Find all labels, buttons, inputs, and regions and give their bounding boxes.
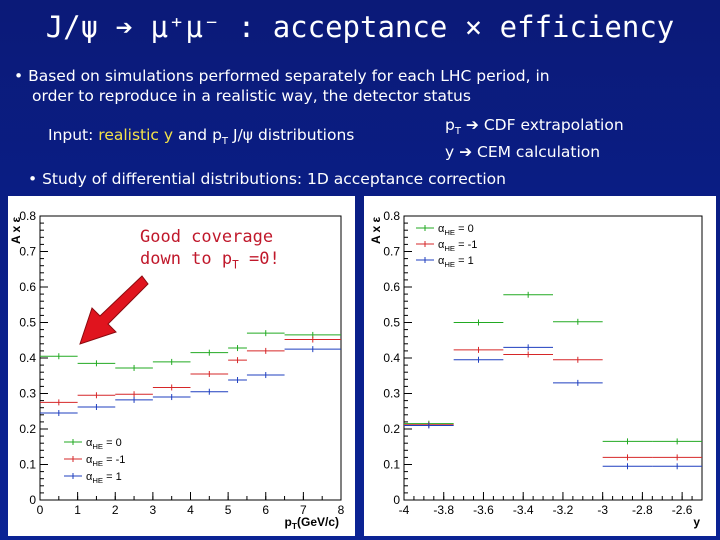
x-tick-label: -3.2 bbox=[553, 503, 574, 517]
y-tick-label: 0.7 bbox=[383, 245, 400, 259]
x-axis-label: y bbox=[693, 515, 700, 529]
x-tick-label: 8 bbox=[338, 503, 345, 517]
y-tick-label: 0.6 bbox=[383, 280, 400, 294]
x-tick-label: -2.6 bbox=[672, 503, 693, 517]
input-prefix: Input: bbox=[48, 126, 99, 144]
input-suffix: and p bbox=[173, 126, 222, 144]
y-tick-label: 0 bbox=[29, 493, 36, 507]
y-tick-label: 0.1 bbox=[19, 458, 36, 472]
note-pt: pT ➔ CDF extrapolation bbox=[445, 115, 624, 142]
legend-entry-label: αHE = -1 bbox=[438, 239, 477, 253]
y-tick-label: 0.7 bbox=[19, 245, 36, 259]
x-tick-label: 1 bbox=[74, 503, 81, 517]
x-tick-label: -3.6 bbox=[473, 503, 494, 517]
y-axis-label: A x ε bbox=[369, 216, 383, 244]
red-arrow-icon bbox=[79, 275, 149, 345]
input-highlight: realistic y bbox=[98, 126, 174, 144]
annotation-line2: down to pT =0! bbox=[140, 248, 280, 276]
x-tick-label: 6 bbox=[262, 503, 269, 517]
note-pt-sub: T bbox=[454, 126, 461, 138]
legend-entry-label: αHE = 0 bbox=[86, 437, 122, 451]
x-tick-label: 3 bbox=[150, 503, 157, 517]
x-tick-label: -3 bbox=[597, 503, 608, 517]
y-tick-label: 0.1 bbox=[383, 458, 400, 472]
bullet-simulations: • Based on simulations performed separat… bbox=[14, 66, 704, 106]
plot-pt-panel: 0 0.1 0.2 0.3 0.4 0.5 0.6 0.7 0.8 0 1 2 3 4 5 6 7 8 A x ε p… bbox=[8, 196, 355, 536]
y-tick-label: 0.8 bbox=[19, 209, 36, 223]
coverage-annotation: Good coverage down to pT =0! bbox=[140, 226, 280, 276]
y-tick-label: 0.3 bbox=[19, 387, 36, 401]
x-tick-label: 5 bbox=[225, 503, 232, 517]
annotation-line2-text: down to p bbox=[140, 249, 233, 269]
x-tick-label: -3.4 bbox=[513, 503, 534, 517]
plot-y-svg: 0 0.1 0.2 0.3 0.4 0.5 0.6 0.7 0.8 -4 -3.8 -3.6 -3.4 -… bbox=[369, 209, 703, 529]
x-tick-label: 4 bbox=[187, 503, 194, 517]
plot-y-panel: 0 0.1 0.2 0.3 0.4 0.5 0.6 0.7 0.8 -4 -3.8 -3.6 -3.4 -… bbox=[364, 196, 716, 536]
x-tick-label: 7 bbox=[300, 503, 307, 517]
x-tick-label: -3.8 bbox=[433, 503, 454, 517]
y-tick-label: 0.8 bbox=[383, 209, 400, 223]
note-pt-tail: ➔ CDF extrapolation bbox=[461, 116, 624, 134]
x-tick-label: -4 bbox=[399, 503, 410, 517]
x-axis-label: pT(GeV/c) bbox=[285, 515, 339, 531]
y-tick-label: 0.4 bbox=[19, 351, 36, 365]
bullet-differential: • Study of differential distributions: 1… bbox=[28, 170, 506, 188]
note-y: y ➔ CEM calculation bbox=[445, 143, 601, 162]
y-tick-label: 0.2 bbox=[383, 422, 400, 436]
legend-entry-label: αHE = 1 bbox=[438, 255, 474, 269]
annotation-tail: =0! bbox=[238, 249, 280, 269]
slide-title: J/ψ ➔ μ⁺μ⁻ : acceptance × efficiency bbox=[45, 10, 675, 44]
y-tick-label: 0 bbox=[393, 493, 400, 507]
x-tick-label: 0 bbox=[37, 503, 44, 517]
x-tick-label: -2.8 bbox=[632, 503, 653, 517]
plot-pt-svg: 0 0.1 0.2 0.3 0.4 0.5 0.6 0.7 0.8 0 1 2 3 4 5 6 7 8 A x ε p… bbox=[9, 209, 345, 531]
legend-entry-label: αHE = 0 bbox=[438, 223, 474, 237]
y-tick-label: 0.3 bbox=[383, 387, 400, 401]
note-pt-label: p bbox=[445, 116, 455, 134]
annotation-line1: Good coverage bbox=[140, 227, 274, 247]
y-tick-label: 0.5 bbox=[19, 316, 36, 330]
y-tick-label: 0.5 bbox=[383, 316, 400, 330]
y-tick-label: 0.2 bbox=[19, 422, 36, 436]
input-tail: J/ψ distributions bbox=[228, 126, 355, 144]
y-tick-label: 0.4 bbox=[383, 351, 400, 365]
right-notes: pT ➔ CDF extrapolation y ➔ CEM calculati… bbox=[445, 115, 624, 163]
y-tick-label: 0.6 bbox=[19, 280, 36, 294]
bullet1-line2: order to reproduce in a realistic way, t… bbox=[32, 87, 471, 105]
y-axis-label: A x ε bbox=[9, 216, 23, 244]
bullet1-line1: • Based on simulations performed separat… bbox=[14, 67, 550, 85]
legend-entry-label: αHE = -1 bbox=[86, 454, 125, 468]
x-tick-label: 2 bbox=[112, 503, 119, 517]
legend-entry-label: αHE = 1 bbox=[86, 471, 122, 485]
annotation-sub: T bbox=[232, 258, 239, 272]
input-line: Input: realistic y and pT J/ψ distributi… bbox=[48, 126, 354, 147]
input-sub: T bbox=[221, 136, 229, 148]
